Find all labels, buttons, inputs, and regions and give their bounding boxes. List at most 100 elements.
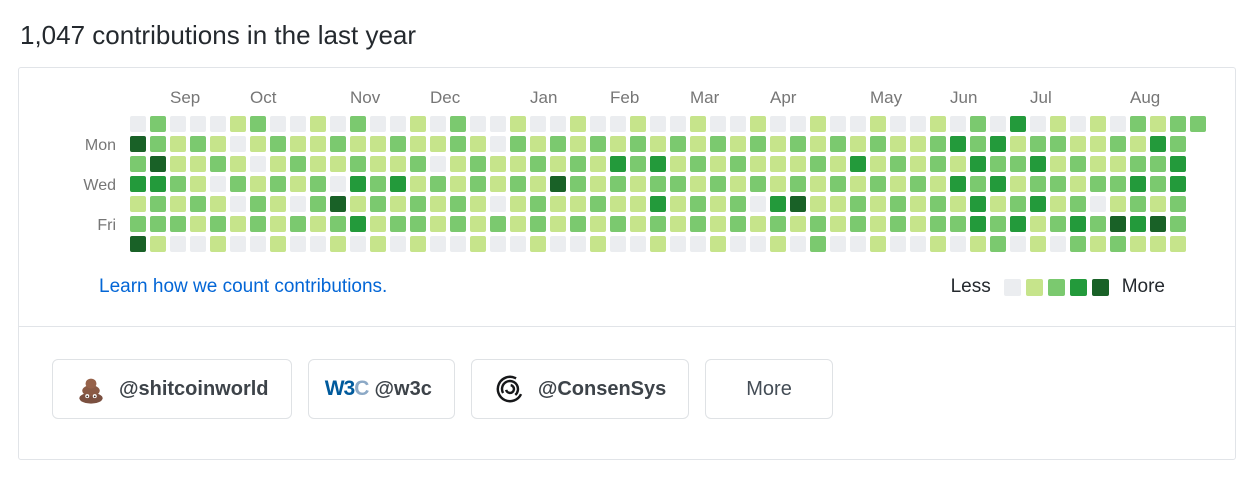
contribution-cell [210,196,226,212]
contribution-cell [1030,136,1046,152]
contribution-cell [1010,196,1026,212]
contribution-cell [950,136,966,152]
contribution-cell [810,176,826,192]
contribution-cell [850,196,866,212]
contribution-cell [590,176,606,192]
contribution-cell [1110,176,1126,192]
contribution-cell [950,196,966,212]
contribution-cell [610,116,626,132]
learn-contributions-link[interactable]: Learn how we count contributions. [99,276,388,297]
org-button-shitcoinworld[interactable]: @shitcoinworld [52,359,292,419]
week-column [810,116,826,252]
org-button-w3c[interactable]: W3 C @w3c [307,359,455,419]
contribution-cell [290,116,306,132]
contribution-cell [350,176,366,192]
contribution-cell [510,216,526,232]
contribution-cell [1050,136,1066,152]
contribution-cell [830,116,846,132]
section-divider [19,326,1235,327]
contribution-cell [530,176,546,192]
week-column [310,116,326,252]
week-column [570,116,586,252]
contribution-cell [210,156,226,172]
contribution-cell [850,236,866,252]
contribution-cell [270,136,286,152]
contribution-cell [370,156,386,172]
contribution-cell [790,156,806,172]
contribution-cell [450,236,466,252]
week-column [590,116,606,252]
contribution-cell [230,236,246,252]
contribution-cell [930,216,946,232]
contribution-cell [910,176,926,192]
contribution-cell [490,116,506,132]
contribution-cell [510,136,526,152]
contribution-cell [130,216,146,232]
contribution-cell [190,236,206,252]
contribution-cell [810,196,826,212]
contribution-cell [230,176,246,192]
legend-swatch [1069,278,1087,296]
contribution-cell [610,196,626,212]
contribution-cell [630,156,646,172]
contribution-cell [230,116,246,132]
contribution-cell [1050,236,1066,252]
more-organizations-button[interactable]: More [705,359,833,419]
week-column [1130,116,1146,252]
contribution-cell [170,136,186,152]
contribution-cell [390,116,406,132]
week-column [270,116,286,252]
contribution-cell [510,116,526,132]
week-column [990,116,1006,252]
week-column [970,116,986,252]
contribution-cell [1030,176,1046,192]
contribution-cell [470,196,486,212]
contribution-cell [650,116,666,132]
contribution-cell [350,236,366,252]
week-column [930,116,946,252]
contribution-cell [310,196,326,212]
contribution-cell [530,156,546,172]
legend-swatches [1003,278,1109,296]
contribution-cell [730,236,746,252]
contribution-cell [670,216,686,232]
contribution-cell [330,236,346,252]
contribution-cell [590,196,606,212]
contribution-cell [170,236,186,252]
contribution-cell [1030,216,1046,232]
contribution-cell [1130,116,1146,132]
contribution-cell [650,136,666,152]
contribution-cell [230,156,246,172]
week-column [550,116,566,252]
contribution-cell [290,236,306,252]
contribution-cell [550,156,566,172]
day-label: Wed [83,177,116,194]
contribution-cell [710,196,726,212]
contribution-cell [770,216,786,232]
contribution-cell [550,216,566,232]
contribution-cell [910,216,926,232]
week-column [670,116,686,252]
contribution-cell [730,216,746,232]
contribution-cell [570,156,586,172]
contribution-cell [150,236,166,252]
contribution-cell [310,176,326,192]
contribution-cell [270,176,286,192]
contribution-cell [750,176,766,192]
contributions-title: 1,047 contributions in the last year [20,20,417,50]
contribution-cell [210,176,226,192]
contribution-cell [1130,176,1146,192]
contribution-cell [190,156,206,172]
week-column [950,116,966,252]
org-button-consensys[interactable]: @ConsenSys [470,359,690,419]
contribution-cell [370,176,386,192]
contribution-cell [350,216,366,232]
week-column [290,116,306,252]
contribution-cell [810,136,826,152]
week-column [630,116,646,252]
contribution-cell [750,236,766,252]
contribution-cell [330,216,346,232]
contribution-cell [810,156,826,172]
contribution-cell [250,216,266,232]
contribution-cell [430,236,446,252]
